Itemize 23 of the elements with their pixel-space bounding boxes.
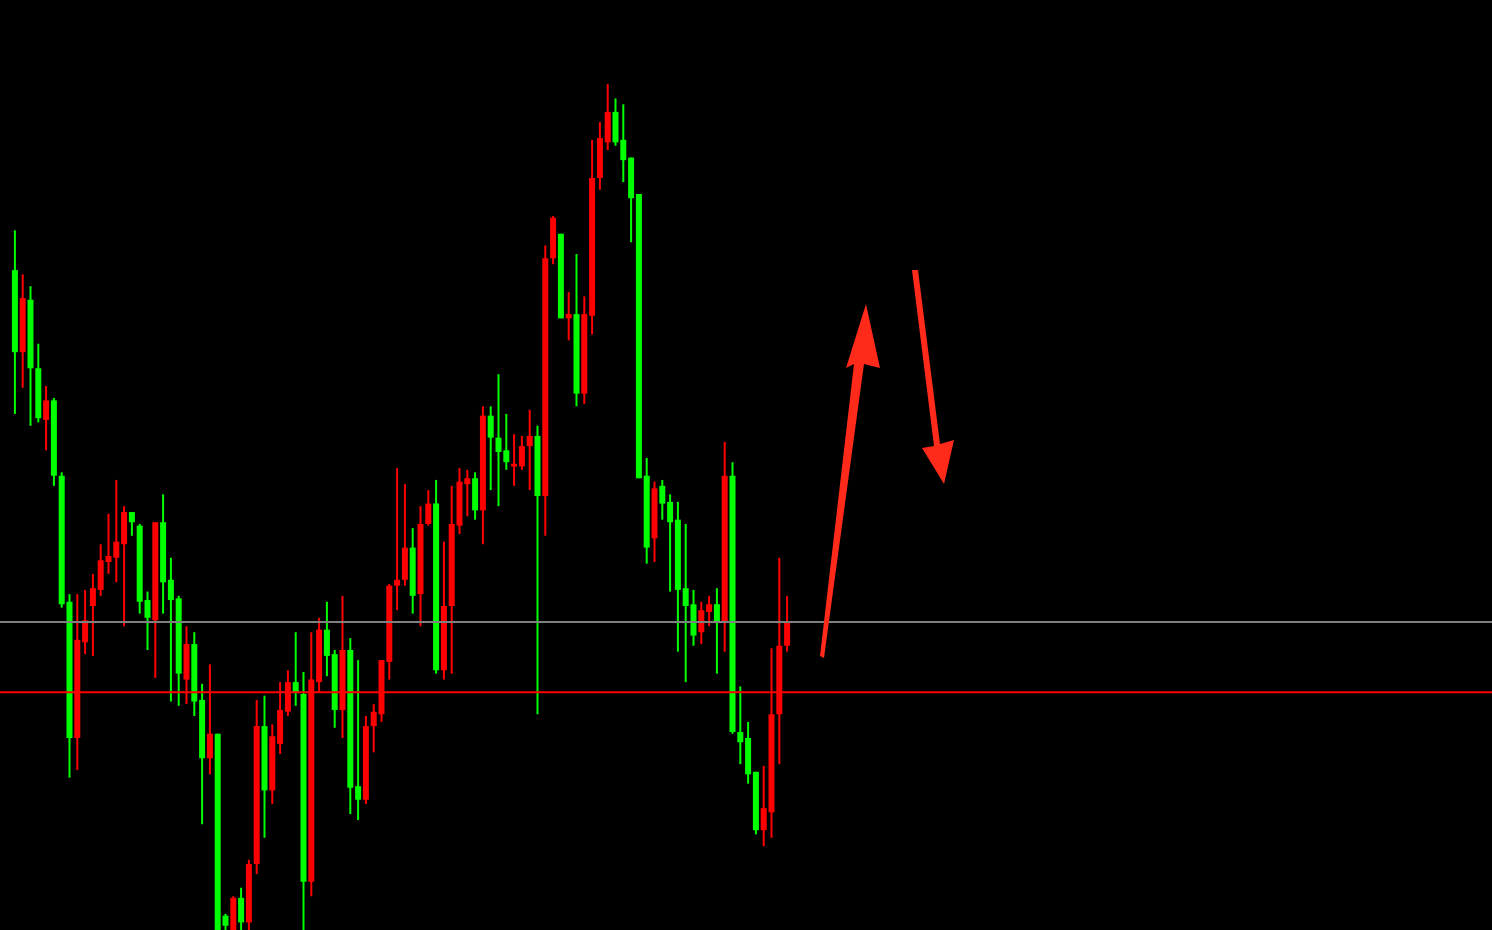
candlestick <box>495 373 502 508</box>
candlestick <box>659 478 666 521</box>
candlestick <box>401 483 408 587</box>
candlestick <box>238 886 245 930</box>
candlestick <box>682 522 689 684</box>
candlestick <box>565 291 572 342</box>
candlestick <box>667 493 674 593</box>
candlestick <box>43 385 50 452</box>
candlestick <box>706 594 713 628</box>
candlestick <box>690 588 697 647</box>
candlestick <box>121 505 128 628</box>
candlestick <box>784 594 791 653</box>
candlestick <box>550 214 557 266</box>
candlestick <box>526 408 533 492</box>
candlestick <box>698 600 705 646</box>
candlestick <box>128 511 135 537</box>
candlestick <box>394 467 401 612</box>
candlestick <box>472 471 479 521</box>
candlestick <box>487 405 494 492</box>
candlestick <box>713 587 720 675</box>
candlestick <box>230 895 237 930</box>
candlestick <box>113 478 120 584</box>
candlestick <box>518 434 525 471</box>
